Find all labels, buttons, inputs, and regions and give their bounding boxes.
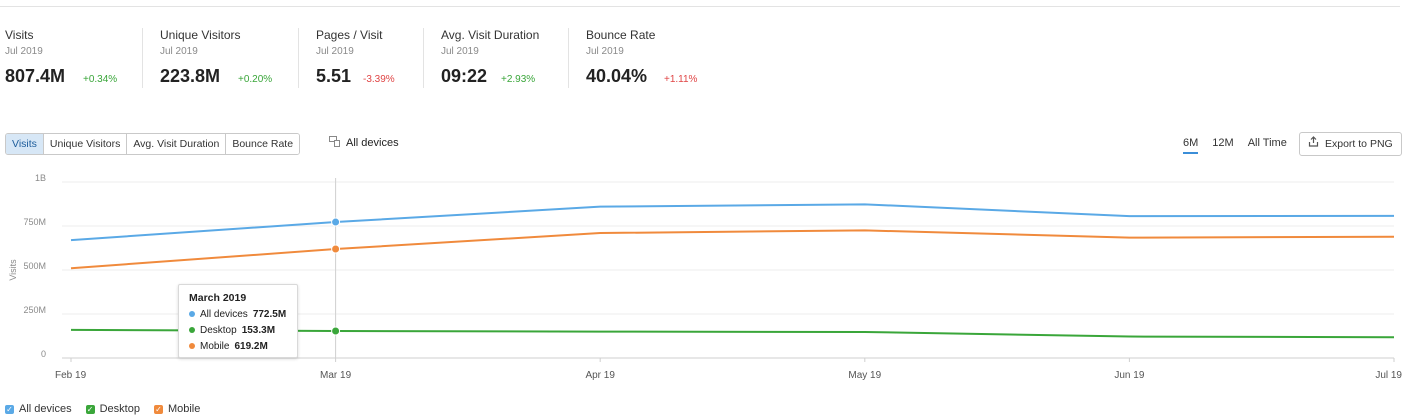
tooltip-row-desktop: Desktop 153.3M bbox=[189, 325, 275, 336]
y-tick-label: 1B bbox=[35, 173, 46, 183]
metric-period: Jul 2019 bbox=[160, 46, 198, 57]
x-tick-label: Feb 19 bbox=[55, 370, 87, 381]
chart-grid bbox=[62, 181, 1394, 359]
top-divider bbox=[0, 6, 1400, 7]
checkbox-checked-icon: ✓ bbox=[5, 404, 14, 414]
y-tick-label: 0 bbox=[41, 349, 46, 359]
highlight-point bbox=[331, 326, 341, 336]
metric-label: Bounce Rate bbox=[586, 28, 656, 42]
legend-label: All devices bbox=[19, 403, 72, 415]
all-devices-dot-icon bbox=[189, 311, 195, 318]
tooltip-row-mobile: Mobile 619.2M bbox=[189, 341, 268, 352]
tooltip-value: 619.2M bbox=[234, 341, 268, 352]
export-label: Export to PNG bbox=[1325, 138, 1393, 150]
tooltip-label: Desktop bbox=[200, 325, 237, 336]
tooltip-row-all-devices: All devices 772.5M bbox=[189, 309, 286, 320]
metric-period: Jul 2019 bbox=[5, 46, 43, 57]
legend-desktop[interactable]: ✓ Desktop bbox=[85, 403, 140, 415]
tooltip-label: All devices bbox=[200, 309, 248, 320]
metric-separator bbox=[568, 28, 569, 88]
metric-delta: +0.20% bbox=[238, 74, 273, 85]
devices-icon bbox=[329, 136, 340, 150]
tooltip-value: 772.5M bbox=[252, 309, 287, 320]
x-axis-ticks: Feb 19 Mar 19 Apr 19 May 19 Jun 19 Jul 19 bbox=[55, 358, 1402, 381]
desktop-dot-icon bbox=[189, 327, 195, 334]
metric-separator bbox=[423, 28, 424, 88]
legend-label: Mobile bbox=[167, 403, 201, 415]
metric-label: Pages / Visit bbox=[316, 28, 383, 42]
series-line-mobile bbox=[70, 229, 1395, 270]
metric-value: 223.8M bbox=[160, 66, 221, 86]
checkbox-checked-icon: ✓ bbox=[85, 404, 95, 414]
metric-label: Unique Visitors bbox=[160, 28, 241, 42]
metric-delta: +2.93% bbox=[501, 74, 536, 85]
range-12m[interactable]: 12M bbox=[1212, 137, 1234, 149]
y-axis-label: Visits bbox=[8, 259, 18, 281]
metric-period: Jul 2019 bbox=[586, 46, 624, 57]
legend-all-devices[interactable]: ✓ All devices bbox=[5, 403, 72, 415]
tab-avg-visit-duration[interactable]: Avg. Visit Duration bbox=[127, 134, 227, 154]
metric-label: Avg. Visit Duration bbox=[441, 28, 540, 42]
legend-mobile[interactable]: ✓ Mobile bbox=[153, 403, 201, 415]
metric-value: 40.04% bbox=[586, 66, 648, 86]
metric-delta: +0.34% bbox=[83, 74, 118, 85]
devices-dropdown[interactable]: All devices bbox=[329, 136, 399, 150]
metric-delta: -3.39% bbox=[363, 74, 395, 85]
x-tick-label: Mar 19 bbox=[320, 370, 352, 381]
tab-bounce-rate[interactable]: Bounce Rate bbox=[226, 134, 300, 154]
range-all-time[interactable]: All Time bbox=[1247, 137, 1287, 149]
mobile-dot-icon bbox=[189, 343, 195, 350]
y-tick-label: 500M bbox=[23, 261, 46, 271]
metric-delta: +1.11% bbox=[664, 74, 698, 85]
x-tick-label: May 19 bbox=[848, 370, 881, 381]
x-tick-label: Jul 19 bbox=[1375, 370, 1402, 381]
visits-line-chart: 0 250M 500M 750M 1B Feb 19 Mar 19 Apr 19 May 19… bbox=[8, 173, 1402, 381]
metric-separator bbox=[142, 28, 143, 88]
x-tick-label: Apr 19 bbox=[585, 370, 615, 381]
series-line-all-devices bbox=[70, 203, 1395, 242]
tooltip-label: Mobile bbox=[200, 341, 230, 352]
tooltip-value: 153.3M bbox=[241, 325, 276, 336]
y-tick-label: 250M bbox=[23, 305, 46, 315]
metric-period: Jul 2019 bbox=[316, 46, 354, 57]
range-6m[interactable]: 6M bbox=[1183, 137, 1199, 154]
metrics-summary: Visits Jul 2019 807.4M +0.34% Unique Vis… bbox=[0, 26, 760, 96]
chart-legend: ✓ All devices ✓ Desktop ✓ Mobile bbox=[5, 403, 200, 415]
tab-visits[interactable]: Visits bbox=[6, 134, 44, 154]
chart-tooltip: March 2019 All devices 772.5M Desktop 153.… bbox=[178, 284, 298, 358]
highlight-point bbox=[331, 217, 341, 227]
metric-period: Jul 2019 bbox=[441, 46, 479, 57]
x-tick-label: Jun 19 bbox=[1114, 370, 1144, 381]
metric-value: 5.51 bbox=[316, 66, 352, 86]
tooltip-title: March 2019 bbox=[189, 292, 247, 304]
checkbox-checked-icon: ✓ bbox=[153, 404, 163, 414]
tab-unique-visitors[interactable]: Unique Visitors bbox=[43, 134, 128, 154]
export-icon bbox=[1308, 133, 1319, 155]
metric-label: Visits bbox=[5, 28, 34, 42]
highlight-point bbox=[331, 244, 341, 254]
metric-tab-group: Visits Unique Visitors Avg. Visit Durati… bbox=[5, 133, 301, 155]
devices-label: All devices bbox=[346, 137, 399, 149]
metric-value: 807.4M bbox=[5, 66, 66, 86]
y-tick-label: 750M bbox=[23, 217, 46, 227]
export-to-png-button[interactable]: Export to PNG bbox=[1299, 132, 1402, 156]
time-range-selector: 6M 12M All Time bbox=[1183, 137, 1287, 154]
y-axis-ticks: 0 250M 500M 750M 1B bbox=[23, 173, 46, 359]
metric-value: 09:22 bbox=[441, 66, 488, 86]
metric-separator bbox=[298, 28, 299, 88]
legend-label: Desktop bbox=[99, 403, 140, 415]
